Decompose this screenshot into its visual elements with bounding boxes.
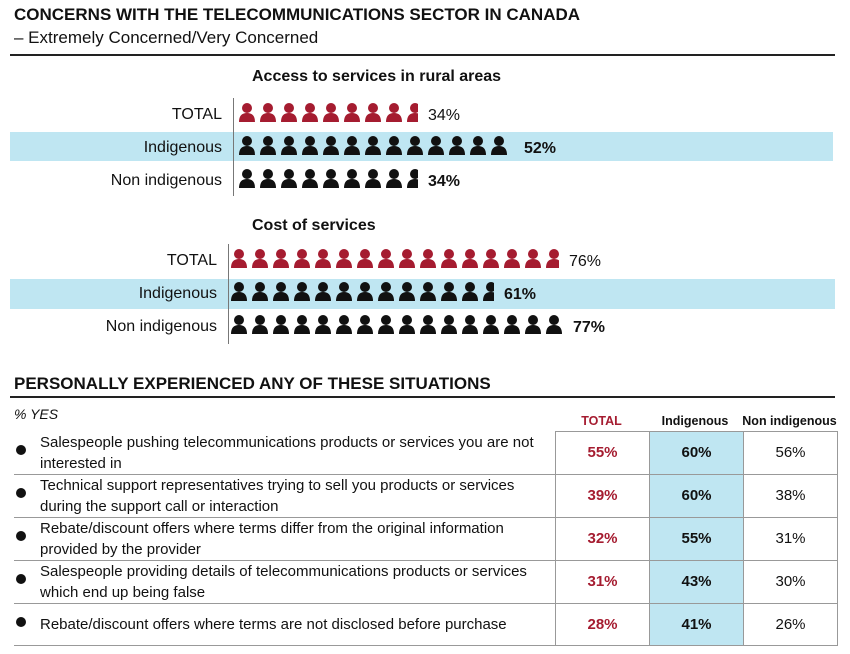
value-total: 39% — [555, 473, 650, 518]
table-row: Salespeople pushing telecommunications p… — [14, 431, 838, 475]
value-indigenous: 60% — [649, 431, 744, 475]
title-divider — [10, 54, 835, 56]
value-non-indigenous: 26% — [743, 602, 838, 646]
value-total: 55% — [555, 431, 650, 475]
panel-title-rural: Access to services in rural areas — [252, 68, 502, 85]
bullet-icon — [16, 573, 26, 584]
value-indigenous: 43% — [649, 559, 744, 604]
value-indigenous: 60% — [649, 473, 744, 518]
value-label-indigenous-rural: 52% — [524, 140, 557, 157]
situations-table: Salespeople pushing telecommunications p… — [14, 431, 838, 646]
column-header-total: TOTAL — [581, 414, 622, 428]
statement-cell: Rebate/discount offers where terms are n… — [14, 603, 556, 646]
statement-text: Salespeople providing details of telecom… — [40, 562, 527, 601]
column-header-indigenous: Indigenous — [661, 414, 729, 428]
person-icons — [231, 249, 559, 268]
value-indigenous: 41% — [649, 602, 744, 646]
row-label-total-cost: TOTAL — [166, 252, 217, 269]
row-label-indigenous-rural: Indigenous — [143, 139, 222, 156]
value-total: 32% — [555, 516, 650, 561]
statement-text: Rebate/discount offers where terms are n… — [40, 615, 507, 633]
value-non-indigenous: 38% — [743, 473, 838, 518]
section-title-situations: PERSONALLY EXPERIENCED ANY OF THESE SITU… — [14, 374, 491, 393]
person-icons — [239, 169, 418, 188]
person-icons — [231, 315, 562, 334]
bullet-icon — [16, 444, 26, 455]
person-icons — [231, 282, 494, 301]
value-non-indigenous: 30% — [743, 559, 838, 604]
row-label-indigenous-cost: Indigenous — [138, 285, 217, 302]
value-non-indigenous: 31% — [743, 516, 838, 561]
statement-cell: Rebate/discount offers where terms diffe… — [14, 517, 556, 561]
person-icons — [239, 103, 418, 122]
value-label-non-indigenous-cost: 77% — [573, 319, 606, 336]
panel-title-cost: Cost of services — [252, 217, 376, 234]
bullet-icon — [16, 530, 26, 541]
column-header-non-indigenous: Non indigenous — [742, 414, 837, 428]
axis-line-cost — [228, 244, 229, 344]
axis-line-rural — [233, 98, 234, 196]
row-label-non-indigenous-cost: Non indigenous — [105, 318, 217, 335]
bullet-icon — [16, 616, 26, 627]
value-label-non-indigenous-rural: 34% — [428, 173, 461, 190]
value-label-total-rural: 34% — [428, 107, 461, 124]
value-label-total-cost: 76% — [569, 253, 602, 270]
statement-text: Technical support representatives trying… — [40, 476, 515, 515]
value-total: 31% — [555, 559, 650, 604]
row-label-non-indigenous-rural: Non indigenous — [110, 172, 222, 189]
statement-text: Rebate/discount offers where terms diffe… — [40, 519, 504, 558]
person-icons — [239, 136, 507, 155]
table-row: Rebate/discount offers where terms diffe… — [14, 516, 838, 561]
table-row: Salespeople providing details of telecom… — [14, 559, 838, 604]
page-title: CONCERNS WITH THE TELECOMMUNICATIONS SEC… — [14, 5, 581, 24]
page-subtitle: – Extremely Concerned/Very Concerned — [14, 28, 319, 47]
value-total: 28% — [555, 602, 650, 646]
percent-yes-label: % YES — [14, 406, 59, 422]
value-non-indigenous: 56% — [743, 431, 838, 475]
value-label-indigenous-cost: 61% — [504, 286, 537, 303]
bullet-icon — [16, 487, 26, 498]
statement-cell: Salespeople providing details of telecom… — [14, 560, 556, 604]
statement-text: Salespeople pushing telecommunications p… — [40, 433, 534, 472]
section-divider — [10, 396, 835, 398]
highlight-band-rural — [10, 132, 833, 161]
statement-cell: Technical support representatives trying… — [14, 474, 556, 518]
value-indigenous: 55% — [649, 516, 744, 561]
row-label-total-rural: TOTAL — [171, 106, 222, 123]
table-row: Technical support representatives trying… — [14, 473, 838, 518]
statement-cell: Salespeople pushing telecommunications p… — [14, 431, 556, 475]
table-row: Rebate/discount offers where terms are n… — [14, 602, 838, 646]
